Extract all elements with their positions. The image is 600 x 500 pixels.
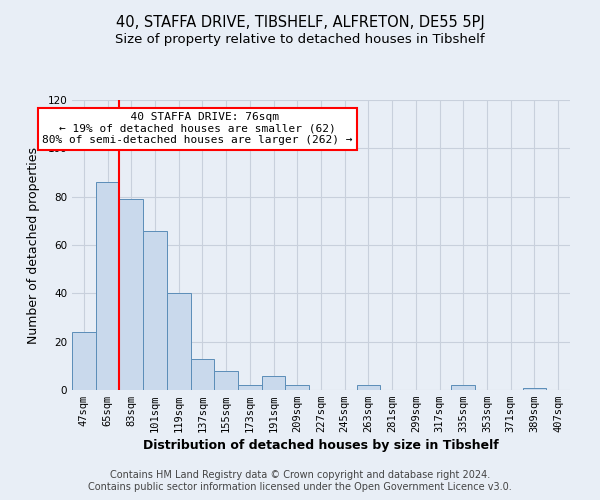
Bar	[191, 358, 214, 390]
Bar	[451, 385, 475, 390]
Bar	[356, 385, 380, 390]
Bar	[214, 370, 238, 390]
Text: Contains HM Land Registry data © Crown copyright and database right 2024.: Contains HM Land Registry data © Crown c…	[110, 470, 490, 480]
Bar	[119, 199, 143, 390]
Y-axis label: Number of detached properties: Number of detached properties	[28, 146, 40, 344]
Bar	[72, 332, 96, 390]
Bar	[523, 388, 546, 390]
Bar	[143, 230, 167, 390]
Text: 40, STAFFA DRIVE, TIBSHELF, ALFRETON, DE55 5PJ: 40, STAFFA DRIVE, TIBSHELF, ALFRETON, DE…	[116, 15, 484, 30]
Text: Contains public sector information licensed under the Open Government Licence v3: Contains public sector information licen…	[88, 482, 512, 492]
Bar	[238, 385, 262, 390]
Bar	[286, 385, 309, 390]
Text: 40 STAFFA DRIVE: 76sqm
← 19% of detached houses are smaller (62)
80% of semi-det: 40 STAFFA DRIVE: 76sqm ← 19% of detached…	[43, 112, 353, 146]
Bar	[167, 294, 191, 390]
Bar	[96, 182, 119, 390]
Text: Size of property relative to detached houses in Tibshelf: Size of property relative to detached ho…	[115, 32, 485, 46]
X-axis label: Distribution of detached houses by size in Tibshelf: Distribution of detached houses by size …	[143, 440, 499, 452]
Bar	[262, 376, 286, 390]
